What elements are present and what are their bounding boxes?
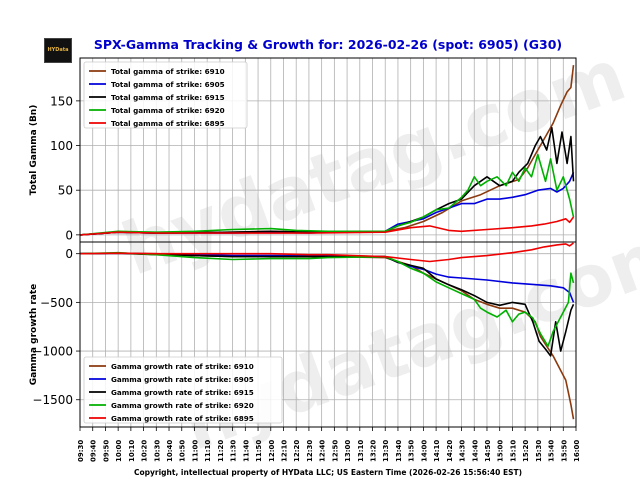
x-tick-label: 09:30 <box>77 440 85 462</box>
upper-y-axis-label: Total Gamma (Bn) <box>29 105 39 196</box>
upper-ytick-label: 150 <box>50 94 73 108</box>
upper-legend-entry: Total gamma of strike: 6920 <box>111 106 225 115</box>
x-tick-label: 11:10 <box>204 440 212 462</box>
lower-ytick-label: −1500 <box>32 393 73 407</box>
lower-legend <box>83 356 283 424</box>
logo-text: HYData <box>47 47 69 53</box>
upper-ytick-label: 100 <box>50 139 73 153</box>
upper-ytick-label: 50 <box>58 184 73 198</box>
x-tick-label: 12:40 <box>319 440 327 462</box>
lower-ytick-label: 0 <box>65 247 73 261</box>
x-tick-label: 14:00 <box>420 440 428 462</box>
lower-series-6920 <box>79 251 575 347</box>
upper-legend-entry: Total gamma of strike: 6915 <box>111 93 225 102</box>
upper-ytick-label: 0 <box>65 228 73 242</box>
x-tick-label: 14:40 <box>471 440 479 462</box>
x-tick-label: 13:50 <box>408 440 416 462</box>
x-tick-label: 15:20 <box>522 440 530 462</box>
x-tick-label: 10:30 <box>153 440 161 462</box>
x-tick-label: 10:10 <box>128 440 136 462</box>
lower-series-6895 <box>79 242 574 263</box>
lower-series-6905 <box>79 252 575 303</box>
x-tick-label: 12:30 <box>306 440 314 462</box>
x-tick-label: 11:00 <box>191 440 199 462</box>
x-tick-label: 09:40 <box>90 440 98 462</box>
x-tick-label: 11:40 <box>242 440 250 462</box>
x-tick-label: 10:20 <box>141 440 149 462</box>
chart-title: SPX-Gamma Tracking & Growth for: 2026-02… <box>94 37 562 52</box>
x-tick-label: 13:00 <box>344 440 352 462</box>
lower-legend-entry: Gamma growth rate of strike: 6920 <box>111 401 254 410</box>
lower-legend-entry: Gamma growth rate of strike: 6895 <box>111 414 254 423</box>
x-tick-label: 11:50 <box>255 440 263 462</box>
x-tick-label: 10:00 <box>115 440 123 462</box>
x-tick-label: 13:30 <box>382 440 390 462</box>
x-tick-label: 14:10 <box>433 440 441 462</box>
x-tick-label: 11:30 <box>230 440 238 462</box>
x-tick-label: 12:10 <box>280 440 288 462</box>
upper-legend-entry: Total gamma of strike: 6905 <box>111 80 225 89</box>
x-tick-label: 13:10 <box>357 440 365 462</box>
x-tick-label: 12:00 <box>268 440 276 462</box>
x-tick-label: 15:40 <box>548 440 556 462</box>
x-tick-label: 12:20 <box>293 440 301 462</box>
x-tick-label: 14:50 <box>484 440 492 462</box>
x-tick-label: 14:30 <box>459 440 467 462</box>
upper-legend-entry: Total gamma of strike: 6910 <box>111 67 225 76</box>
x-tick-label: 10:50 <box>179 440 187 462</box>
x-tick-label: 14:20 <box>446 440 454 462</box>
lower-legend-entry: Gamma growth rate of strike: 6910 <box>111 362 254 371</box>
x-tick-label: 16:00 <box>573 440 581 462</box>
lower-frame <box>79 241 577 428</box>
x-tick-label: 15:50 <box>560 440 568 462</box>
copyright-footer: Copyright, intellectual property of HYDa… <box>134 468 522 477</box>
x-tick-label: 10:40 <box>166 440 174 462</box>
lower-ytick-label: −500 <box>40 296 73 310</box>
upper-series-6920 <box>79 153 575 236</box>
lower-ytick-label: −1000 <box>32 345 73 359</box>
x-tick-label: 15:30 <box>535 440 543 462</box>
x-tick-label: 11:20 <box>217 440 225 462</box>
x-tick-label: 13:20 <box>370 440 378 462</box>
upper-series-6895 <box>79 216 575 236</box>
hydata-logo: HYData <box>44 38 72 63</box>
lower-y-axis-label: Gamma growth rate <box>29 284 39 386</box>
x-tick-label: 15:00 <box>497 440 505 462</box>
lower-series-6915 <box>79 252 575 357</box>
x-tick-label: 12:50 <box>331 440 339 462</box>
upper-legend <box>83 61 248 129</box>
upper-legend-entry: Total gamma of strike: 6895 <box>111 119 225 128</box>
upper-series-6915 <box>79 126 575 236</box>
lower-legend-entry: Gamma growth rate of strike: 6915 <box>111 388 254 397</box>
lower-legend-entry: Gamma growth rate of strike: 6905 <box>111 375 254 384</box>
x-tick-label: 09:50 <box>102 440 110 462</box>
x-tick-label: 15:10 <box>509 440 517 462</box>
x-tick-label: 13:40 <box>395 440 403 462</box>
